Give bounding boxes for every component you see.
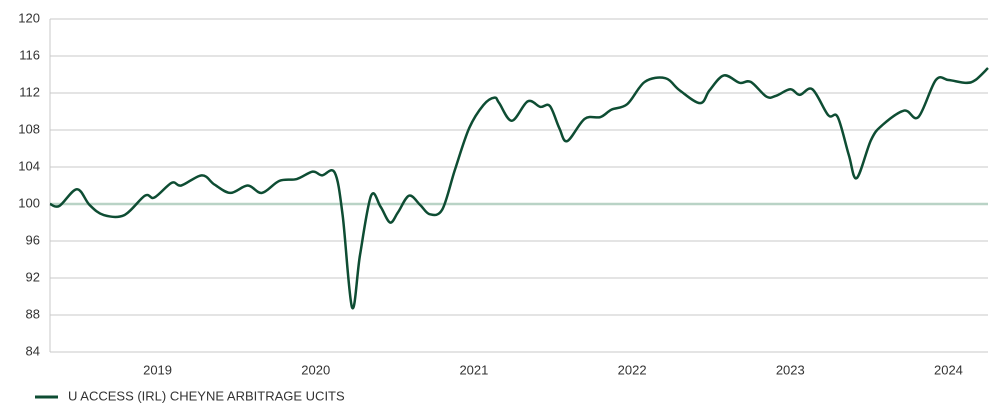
y-tick-label: 120 [18, 10, 40, 25]
x-tick-label: 2024 [934, 362, 963, 377]
x-tick-label: 2021 [459, 362, 488, 377]
y-tick-label: 116 [19, 47, 40, 62]
y-tick-label: 84 [26, 343, 40, 358]
y-tick-label: 88 [26, 306, 40, 321]
y-tick-label: 108 [18, 121, 40, 136]
y-tick-label: 100 [18, 195, 40, 210]
x-tick-label: 2020 [301, 362, 330, 377]
x-tick-label: 2022 [618, 362, 647, 377]
y-tick-label: 96 [26, 232, 40, 247]
x-tick-label: 2019 [143, 362, 172, 377]
y-tick-label: 112 [19, 84, 40, 99]
x-tick-label: 2023 [776, 362, 805, 377]
y-tick-label: 92 [26, 269, 40, 284]
y-tick-label: 104 [18, 158, 40, 173]
legend-label: U ACCESS (IRL) CHEYNE ARBITRAGE UCITS [68, 388, 345, 403]
line-series [49, 67, 989, 310]
